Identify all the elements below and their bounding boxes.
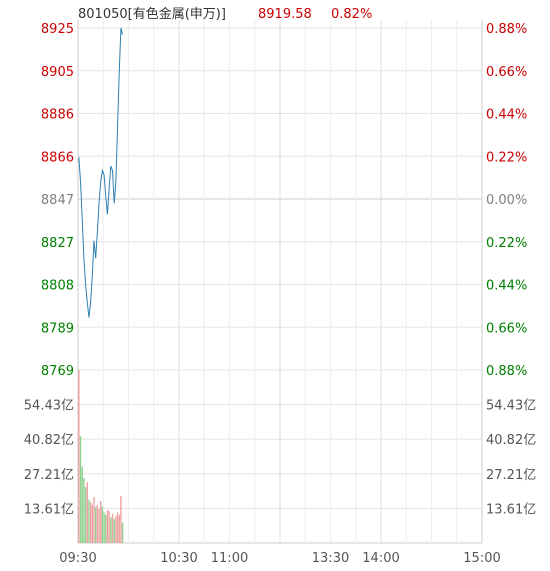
volume-bar [98,508,100,543]
volume-bar [88,499,90,543]
volume-bar [105,515,107,543]
volume-tick-label-right: 13.61亿 [486,502,536,517]
volume-bar [111,513,114,543]
volume-bars [78,370,124,543]
volume-bar [94,507,97,543]
volume-tick-label: 54.43亿 [24,399,74,414]
volume-bar [108,511,110,543]
pct-tick-label: 0.66% [486,65,527,80]
volume-bar [121,522,124,543]
price-tick-label: 8847 [41,193,74,208]
price-tick-label: 8866 [41,150,74,165]
time-tick-label: 15:00 [463,551,500,566]
price-tick-label: 8925 [41,22,74,37]
pct-tick-label: 0.00% [486,193,527,208]
volume-bar [79,436,82,543]
chart-header: 801050[有色金属(申万)] 8919.58 0.82% [78,6,372,22]
pct-tick-label: 0.22% [486,236,527,251]
index-name: 801050[有色金属(申万)] [78,6,226,22]
time-tick-label: 11:00 [211,551,248,566]
time-tick-label: 09:30 [59,551,96,566]
volume-bar [101,506,104,543]
time-tick-label: 14:00 [362,551,399,566]
price-tick-label: 8827 [41,236,74,251]
pct-tick-label: 0.88% [486,22,527,37]
volume-bar [84,487,87,543]
volume-bar [89,502,92,543]
volume-bar [103,512,105,543]
volume-bar [96,504,99,543]
volume-bar [78,370,80,543]
volume-tick-label-right: 27.21亿 [486,468,536,483]
volume-bar [93,497,95,543]
pct-tick-label: 0.22% [486,150,527,165]
volume-bar [91,504,93,543]
volume-tick-label-right: 54.43亿 [486,399,536,414]
index-price: 8919.58 [258,7,312,22]
volume-tick-label: 40.82亿 [24,433,74,448]
index-change-pct: 0.82% [331,7,372,22]
pct-tick-label: 0.66% [486,321,527,336]
volume-tick-label: 27.21亿 [24,468,74,483]
pct-tick-label: 0.88% [486,364,527,379]
time-tick-label: 13:30 [312,551,349,566]
volume-bar [115,516,117,543]
volume-bar [100,501,102,543]
price-tick-label: 8905 [41,65,74,80]
volume-tick-label-right: 40.82亿 [486,433,536,448]
time-tick-label: 10:30 [160,551,197,566]
volume-bar [118,515,120,543]
volume-bar [81,466,83,543]
volume-bar [116,512,119,543]
volume-bar [113,518,115,543]
grid-lines [77,20,483,544]
volume-bar [83,478,85,543]
price-line [78,27,124,318]
pct-tick-label: 0.44% [486,108,527,123]
pct-tick-label: 0.44% [486,279,527,294]
volume-bar [110,517,112,543]
axis-labels: 8925 0.88% 8905 0.66% 8886 0.44% 8866 0.22% 8847… [24,22,536,566]
volume-bar [120,495,122,543]
price-tick-label: 8769 [41,364,74,379]
price-tick-label: 8808 [41,279,74,294]
volume-bar [86,481,88,543]
volume-tick-label: 13.61亿 [24,502,74,517]
price-tick-label: 8789 [41,321,74,336]
volume-bar [106,509,109,543]
price-tick-label: 8886 [41,108,74,123]
